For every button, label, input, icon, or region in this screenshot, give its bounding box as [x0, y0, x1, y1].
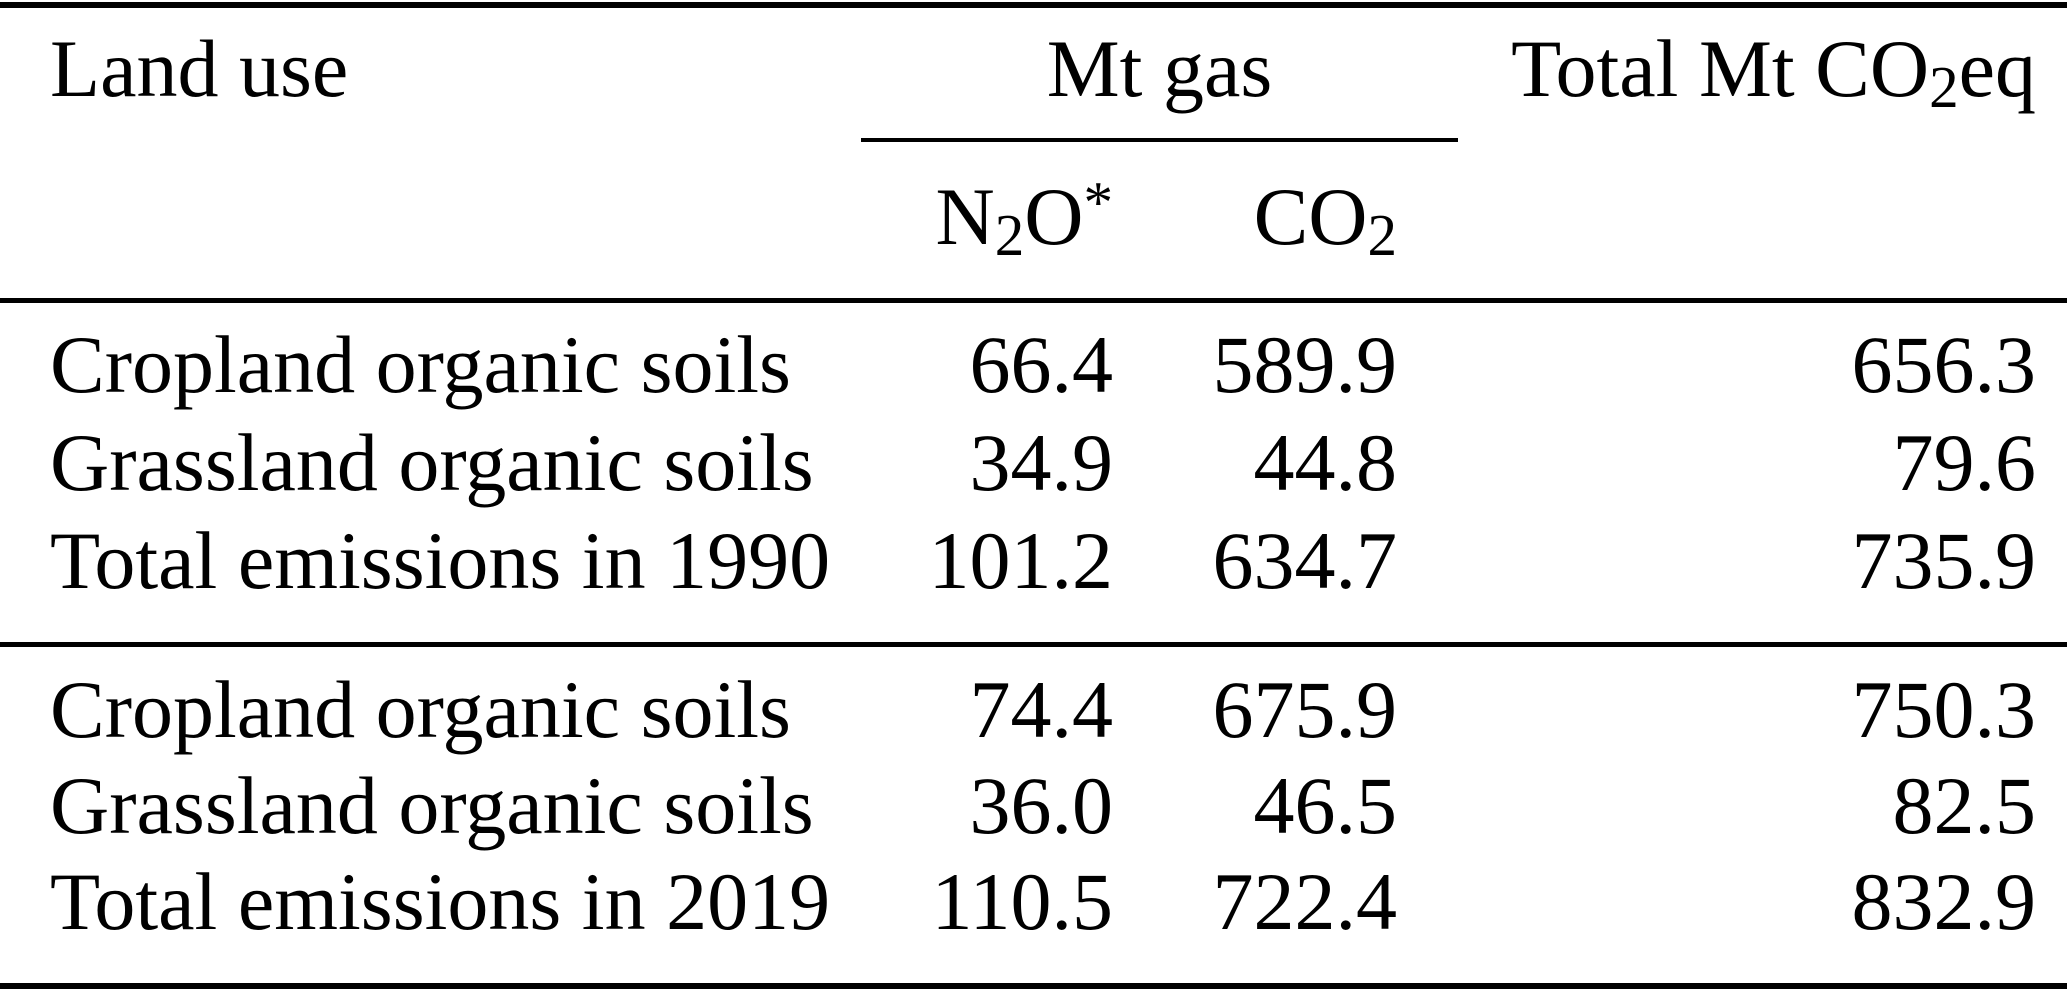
- total-value: 82.5: [1892, 760, 2037, 851]
- n2o-value: 110.5: [931, 856, 1113, 947]
- co2-value: 722.4: [1212, 856, 1398, 947]
- co2-value: 44.8: [1253, 417, 1398, 508]
- row-label: Total emissions in 1990: [50, 515, 831, 606]
- total-value: 735.9: [1851, 515, 2037, 606]
- co2-value: 675.9: [1212, 664, 1398, 755]
- row-label: Cropland organic soils: [50, 664, 791, 755]
- total-header-subscript: 2: [1929, 53, 1959, 120]
- gas-group-underline: [861, 138, 1458, 142]
- table-row: Grassland organic soils 34.9 44.8 79.6: [0, 422, 2067, 504]
- n2o-value: 74.4: [969, 664, 1114, 755]
- co2-header-subscript: 2: [1367, 201, 1397, 268]
- table-row: Cropland organic soils 66.4 589.9 656.3: [0, 324, 2067, 406]
- table-row-total-2019: Total emissions in 2019 110.5 722.4 832.…: [0, 861, 2067, 943]
- total-value: 656.3: [1851, 319, 2037, 410]
- table-row: Grassland organic soils 36.0 46.5 82.5: [0, 765, 2067, 847]
- n2o-value: 66.4: [969, 319, 1114, 410]
- total-value: 79.6: [1892, 417, 2037, 508]
- row-label: Total emissions in 2019: [50, 856, 831, 947]
- header-rule: [0, 298, 2067, 303]
- col-header-co2: CO2: [1140, 176, 1397, 265]
- bottom-rule: [0, 983, 2067, 989]
- co2-header-text: CO: [1253, 171, 1368, 262]
- col-header-land-use: Land use: [50, 23, 349, 114]
- row-label: Grassland organic soils: [50, 760, 814, 851]
- col-group-header-mt-gas: Mt gas: [1046, 23, 1273, 114]
- top-rule: [0, 2, 2067, 8]
- co2-value: 46.5: [1253, 760, 1398, 851]
- co2-value: 634.7: [1212, 515, 1398, 606]
- co2-value: 589.9: [1212, 319, 1398, 410]
- n2o-value: 34.9: [969, 417, 1114, 508]
- n2o-header-asterisk: *: [1083, 168, 1113, 235]
- table-row: Cropland organic soils 74.4 675.9 750.3: [0, 669, 2067, 751]
- n2o-value: 36.0: [969, 760, 1114, 851]
- total-header-text: Total Mt CO: [1511, 23, 1930, 114]
- header-row-2: N2O* CO2: [0, 172, 2067, 265]
- table-row-total-1990: Total emissions in 1990 101.2 634.7 735.…: [0, 520, 2067, 602]
- n2o-header-n: N: [935, 171, 995, 262]
- header-row-1: Land use Mt gas Total Mt CO2eq: [0, 23, 2067, 117]
- row-label: Cropland organic soils: [50, 319, 791, 410]
- n2o-value: 101.2: [928, 515, 1114, 606]
- row-label: Grassland organic soils: [50, 417, 814, 508]
- total-value: 832.9: [1851, 856, 2037, 947]
- col-header-n2o: N2O*: [820, 172, 1113, 264]
- total-value: 750.3: [1851, 664, 2037, 755]
- group-separator-rule: [0, 642, 2067, 647]
- n2o-header-o: O: [1024, 171, 1084, 262]
- total-header-suffix: eq: [1958, 23, 2036, 114]
- col-header-total-mt-co2eq: Total Mt CO2eq: [1500, 28, 2036, 117]
- n2o-header-subscript: 2: [994, 201, 1025, 268]
